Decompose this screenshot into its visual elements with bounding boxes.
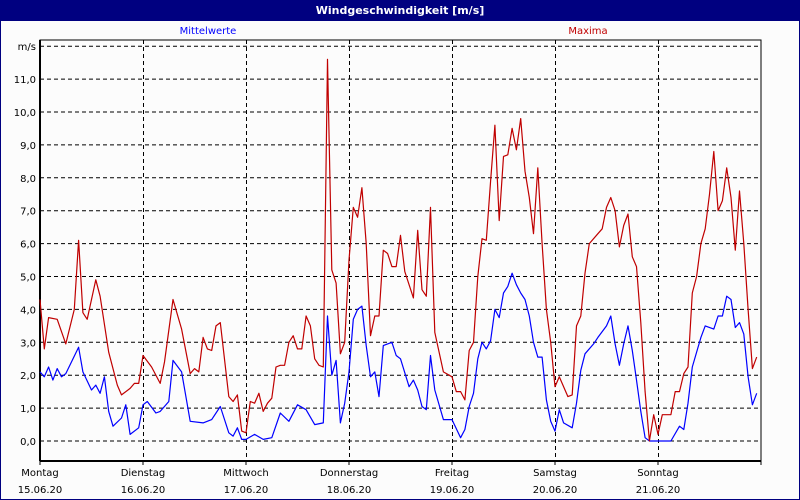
x-date-label: 20.06.20 bbox=[533, 485, 578, 496]
x-day-label: Mittwoch bbox=[223, 468, 268, 479]
x-date-label: 15.06.20 bbox=[18, 485, 63, 496]
x-day-label: Montag bbox=[21, 468, 58, 479]
plot-frame bbox=[39, 39, 762, 462]
y-tick-label: 5,0 bbox=[20, 273, 36, 284]
x-day-label: Freitag bbox=[435, 468, 469, 479]
x-day-label: Dienstag bbox=[121, 468, 166, 479]
y-tick-label: 0,0 bbox=[20, 437, 36, 448]
y-axis-unit: m/s bbox=[18, 42, 36, 53]
y-tick-label: 9,0 bbox=[20, 141, 36, 152]
grid bbox=[40, 40, 761, 461]
y-tick-label: 10,0 bbox=[14, 108, 36, 119]
x-date-label: 16.06.20 bbox=[121, 485, 166, 496]
y-tick-label: 4,0 bbox=[20, 305, 36, 316]
x-day-label: Donnerstag bbox=[320, 468, 378, 479]
series-line-mittelwerte bbox=[39, 272, 758, 442]
series-line-maxima bbox=[39, 58, 758, 442]
x-date-label: 21.06.20 bbox=[636, 485, 681, 496]
legend-maxima: Maxima bbox=[568, 26, 607, 37]
x-date-label: 18.06.20 bbox=[327, 485, 372, 496]
y-tick-label: 7,0 bbox=[20, 207, 36, 218]
legend-mittelwerte: Mittelwerte bbox=[180, 26, 237, 37]
x-date-label: 17.06.20 bbox=[224, 485, 269, 496]
x-date-label: 19.06.20 bbox=[430, 485, 475, 496]
series-lines bbox=[39, 58, 758, 442]
y-tick-label: 8,0 bbox=[20, 174, 36, 185]
window-title: Windgeschwindigkeit [m/s] bbox=[1, 1, 799, 21]
axis-labels: 0,0 1,0 2,0 3,0 4,0 5,0 6,0 7,0 8,0 9,0 10,0 11,0 m/… bbox=[14, 26, 681, 496]
y-tick-label: 11,0 bbox=[14, 75, 36, 86]
y-tick-label: 3,0 bbox=[20, 338, 36, 349]
axes bbox=[39, 39, 762, 465]
y-tick-label: 2,0 bbox=[20, 371, 36, 382]
y-tick-label: 1,0 bbox=[20, 404, 36, 415]
x-day-label: Sonntag bbox=[637, 468, 679, 479]
y-tick-label: 6,0 bbox=[20, 240, 36, 251]
x-day-label: Samstag bbox=[533, 468, 577, 479]
